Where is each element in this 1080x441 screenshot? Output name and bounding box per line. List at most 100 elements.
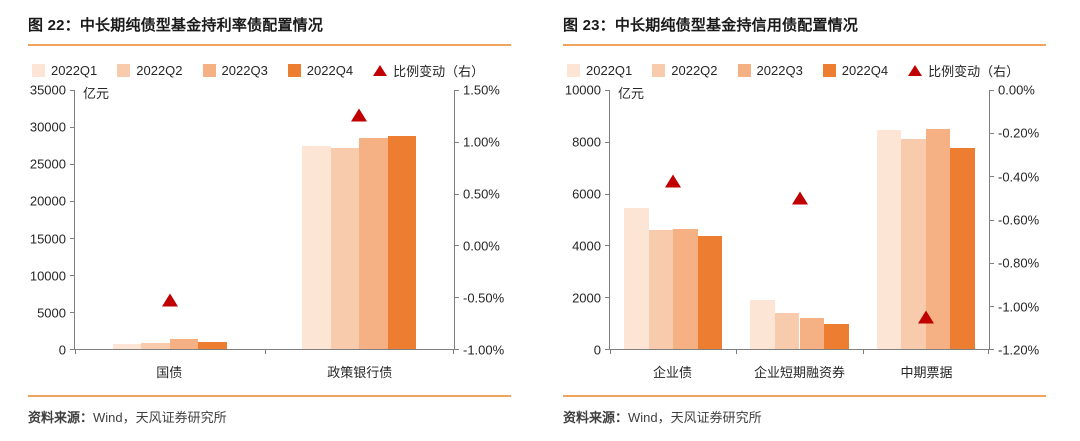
- right-axis-tick-mark: [454, 297, 459, 299]
- x-axis-labels: 企业债 企业短期融资券 中期票据: [609, 359, 990, 383]
- left-axis-tick-mark: [70, 127, 75, 128]
- left-axis-tick-mark: [605, 245, 610, 247]
- left-axis-tick-label: 10000: [29, 268, 66, 284]
- bar: [387, 135, 417, 349]
- left-axis-tick-label: 5000: [37, 305, 66, 321]
- left-axis-tick-label: 8000: [572, 134, 601, 150]
- legend-label: 2022Q4: [841, 63, 889, 78]
- figure-22-title: 图 22：中长期纯债型基金持利率债配置情况: [28, 17, 324, 34]
- left-axis-tick-label: 2000: [572, 290, 601, 306]
- right-axis-tick-mark: [989, 133, 994, 135]
- bar: [302, 145, 331, 349]
- legend-label: 2022Q3: [221, 63, 268, 78]
- x-axis-tick-mark: [75, 349, 76, 354]
- x-category-label: 中期票据: [900, 365, 953, 380]
- right-axis-tick-mark: [454, 245, 459, 247]
- legend-label: 2022Q2: [671, 63, 718, 78]
- left-axis-tick-label: 30000: [29, 119, 66, 135]
- right-axis: 1.50% 1.00% 0.50% 0.00% -0.50% -1.00%: [455, 83, 511, 358]
- right-axis-tick-label: -0.50%: [463, 290, 505, 306]
- right-axis-tick-label: -0.80%: [998, 255, 1040, 271]
- legend-label: 2022Q3: [756, 63, 803, 78]
- right-axis-tick-label: 0.50%: [463, 186, 500, 202]
- x-axis-tick-mark: [988, 349, 989, 354]
- change-triangle-marker: [917, 310, 934, 324]
- right-axis-tick-mark: [454, 193, 459, 195]
- bar: [824, 324, 849, 349]
- right-axis-tick-label: 0.00%: [998, 82, 1035, 98]
- legend-label: 比例变动（右）: [393, 64, 485, 79]
- legend-swatch-icon: [32, 64, 45, 77]
- left-axis-tick-label: 15000: [29, 231, 66, 247]
- legend-item: 2022Q1: [567, 63, 632, 78]
- left-axis-tick-label: 35000: [29, 82, 66, 98]
- legend-swatch-icon: [737, 64, 751, 77]
- change-triangle-marker: [351, 108, 368, 122]
- source-prefix: 资料来源：: [563, 410, 629, 425]
- left-axis-tick-label: 4000: [572, 238, 601, 254]
- left-axis-tick-label: 0: [58, 342, 66, 358]
- x-axis-tick-mark: [453, 349, 454, 354]
- bar: [774, 312, 800, 349]
- left-axis-tick-mark: [70, 312, 75, 313]
- right-axis: 0.00% -0.20% -0.40% -0.60% -0.80% -1.00% -1.20…: [990, 83, 1046, 358]
- right-axis-tick-mark: [454, 349, 459, 350]
- legend: 2022Q1 2022Q2 2022Q3 2022Q4 比例变动（右）: [567, 61, 1046, 80]
- x-axis-labels: 国债 政策银行债: [74, 359, 455, 383]
- right-axis-tick-mark: [989, 90, 994, 91]
- x-category-label: 国债: [156, 365, 183, 380]
- plot-area: 亿元: [605, 86, 994, 354]
- left-axis-tick-mark: [605, 193, 610, 195]
- source-line: 资料来源：Wind，天风证券研究所: [28, 397, 511, 426]
- right-axis-tick-label: 1.50%: [463, 82, 500, 98]
- plot-row: 10000 8000 6000 4000 2000 0 亿元 0.00% -0.20% -0.…: [563, 83, 1046, 358]
- left-axis-tick-mark: [605, 297, 610, 299]
- bar: [799, 317, 825, 349]
- legend: 2022Q1 2022Q2 2022Q3 2022Q4 比例变动（右）: [32, 61, 511, 80]
- left-axis-tick-mark: [605, 141, 610, 143]
- title-rule: [563, 44, 1046, 46]
- right-axis-tick-mark: [989, 176, 994, 178]
- right-axis-tick-label: 1.00%: [463, 134, 500, 150]
- bar: [359, 138, 388, 349]
- x-category-label: 企业债: [652, 365, 693, 380]
- x-axis-tick-mark: [736, 349, 738, 354]
- right-axis-tick-mark: [989, 349, 994, 350]
- left-axis-tick-label: 0: [593, 342, 601, 358]
- bar: [330, 148, 360, 349]
- x-axis-tick-mark: [610, 349, 611, 354]
- right-axis-tick-label: -0.60%: [998, 212, 1040, 228]
- x-axis-tick-mark: [264, 349, 266, 354]
- bar: [198, 341, 227, 349]
- right-axis-tick-mark: [989, 219, 994, 221]
- figure-22-panel: 图 22：中长期纯债型基金持利率债配置情况 2022Q1 2022Q2 2022Q3…: [28, 10, 511, 426]
- change-triangle-marker: [665, 174, 682, 188]
- bar: [112, 343, 142, 349]
- right-axis-tick-mark: [454, 90, 459, 91]
- legend-swatch-icon: [822, 64, 836, 77]
- change-triangle-marker: [161, 293, 178, 307]
- triangle-marker-icon: [908, 65, 923, 76]
- change-triangle-marker: [791, 191, 808, 205]
- left-axis-tick-label: 6000: [572, 186, 601, 202]
- unit-label: 亿元: [83, 86, 110, 101]
- legend-item: 比例变动（右）: [373, 61, 484, 80]
- left-axis-tick-label: 25000: [29, 156, 66, 172]
- left-axis-tick-mark: [605, 90, 610, 91]
- right-axis-tick-mark: [989, 305, 994, 307]
- legend-swatch-icon: [652, 64, 666, 77]
- source-rule: [28, 395, 511, 397]
- legend-swatch-icon: [202, 64, 216, 77]
- right-axis-tick-label: 0.00%: [463, 238, 500, 254]
- source-rule: [563, 395, 1046, 397]
- plot-row: 35000 30000 25000 20000 15000 10000 5000 0 亿元 1…: [28, 83, 511, 358]
- legend-swatch-icon: [117, 64, 131, 77]
- source-line: 资料来源：Wind，天风证券研究所: [563, 397, 1046, 426]
- left-axis: 35000 30000 25000 20000 15000 10000 5000 0: [28, 83, 74, 358]
- legend-label: 2022Q1: [586, 63, 633, 78]
- left-axis: 10000 8000 6000 4000 2000 0: [563, 83, 609, 358]
- right-axis-tick-label: -0.40%: [998, 169, 1040, 185]
- legend-label: 2022Q1: [51, 63, 98, 78]
- left-axis-tick-mark: [605, 349, 610, 350]
- left-axis-tick-label: 20000: [29, 193, 66, 209]
